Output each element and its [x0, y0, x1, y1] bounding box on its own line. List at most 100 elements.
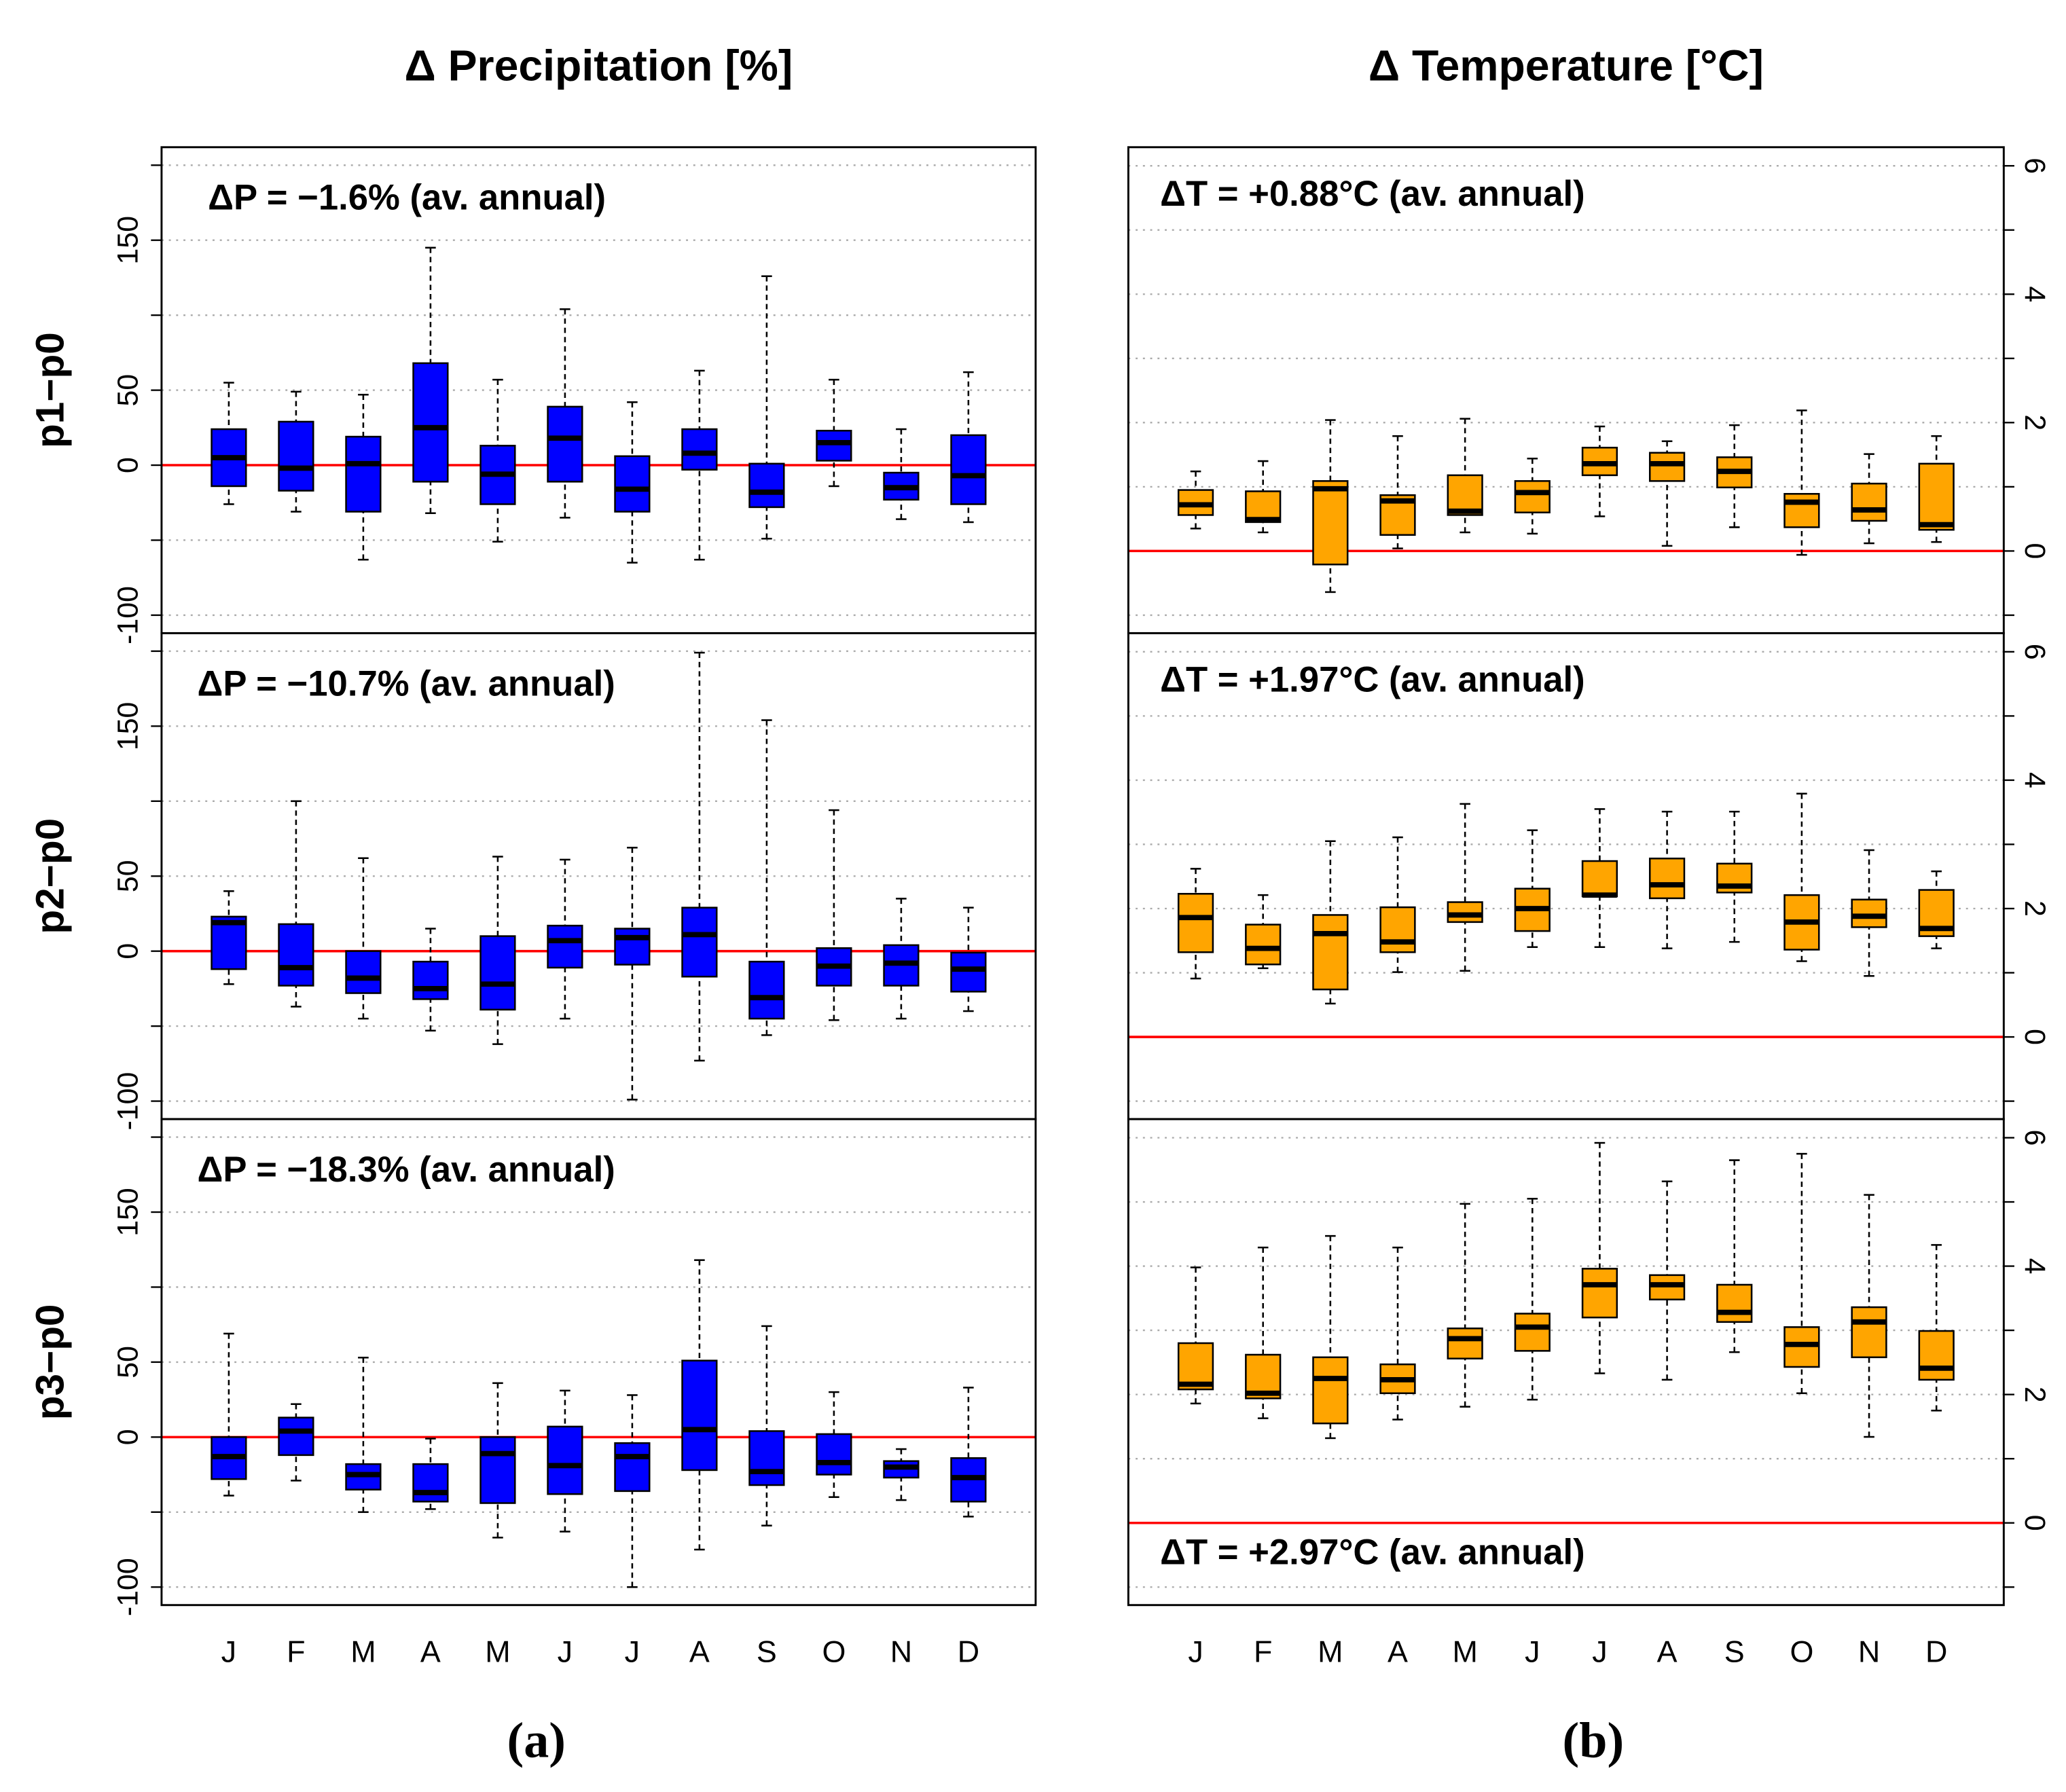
x-tick-label: S	[1724, 1634, 1745, 1669]
panel-frame	[1127, 146, 2005, 634]
x-tick-label: N	[890, 1634, 912, 1669]
y-tick-label: 150	[111, 1188, 144, 1237]
y-tick-label: 2	[2018, 414, 2051, 431]
box	[1447, 901, 1483, 924]
x-tick-label: J	[221, 1634, 236, 1669]
box	[1447, 474, 1483, 516]
y-tick-label: 2	[2018, 900, 2051, 917]
row-label: p2−p0	[28, 818, 72, 934]
annotation: ΔP = −1.6% (av. annual)	[208, 178, 606, 218]
box	[1851, 482, 1887, 522]
y-tick-label: -100	[111, 586, 144, 644]
y-tick-label: 2	[2018, 1387, 2051, 1403]
panel-frame	[1127, 632, 2005, 1120]
y-tick-label: 150	[111, 216, 144, 265]
box	[1716, 1283, 1753, 1323]
box	[1514, 1313, 1551, 1352]
x-tick-label: J	[1188, 1634, 1203, 1669]
x-tick-label: M	[485, 1634, 510, 1669]
y-tick-label: 6	[2018, 158, 2051, 174]
panel-frame	[160, 1118, 1037, 1607]
box	[950, 434, 987, 505]
annotation: ΔP = −10.7% (av. annual)	[198, 663, 615, 703]
box	[1648, 857, 1686, 900]
x-tick-label: J	[1592, 1634, 1607, 1669]
box	[278, 420, 314, 492]
box	[211, 915, 247, 970]
box	[547, 1425, 583, 1495]
box	[1379, 906, 1416, 953]
x-tick-label: F	[1254, 1634, 1272, 1669]
box	[950, 951, 987, 993]
y-tick-label: 0	[111, 457, 144, 473]
box	[479, 1436, 516, 1504]
y-tick-label: 50	[111, 860, 144, 892]
y-tick-label: 4	[2018, 1258, 2051, 1275]
panel-label: (b)	[1563, 1713, 1625, 1768]
box	[681, 907, 718, 978]
box	[816, 1433, 852, 1476]
x-tick-label: A	[689, 1634, 710, 1669]
box	[1783, 493, 1820, 528]
x-tick-label: O	[1790, 1634, 1813, 1669]
box	[412, 960, 449, 1000]
box	[547, 924, 583, 969]
box	[614, 928, 651, 966]
box	[1514, 480, 1551, 513]
y-tick-label: 4	[2018, 772, 2051, 788]
box	[1177, 892, 1214, 953]
box	[1581, 1268, 1618, 1319]
x-tick-label: M	[350, 1634, 376, 1669]
box	[1312, 480, 1349, 566]
y-tick-label: 6	[2018, 644, 2051, 660]
x-tick-label: J	[625, 1634, 640, 1669]
box	[681, 428, 718, 471]
y-tick-label: -100	[111, 1558, 144, 1616]
panel-label: (a)	[507, 1713, 566, 1768]
x-tick-label: A	[1388, 1634, 1408, 1669]
y-tick-label: 0	[2018, 1515, 2051, 1531]
x-tick-label: D	[1925, 1634, 1947, 1669]
box	[816, 429, 852, 462]
box	[1447, 1328, 1483, 1359]
box	[1918, 1330, 1955, 1381]
y-tick-label: 50	[111, 374, 144, 407]
y-tick-label: 0	[2018, 543, 2051, 559]
box	[547, 405, 583, 483]
x-tick-label: O	[822, 1634, 846, 1669]
box	[1312, 1356, 1349, 1425]
x-tick-label: A	[420, 1634, 441, 1669]
box	[345, 950, 382, 994]
box	[1648, 452, 1686, 482]
y-tick-label: 0	[111, 943, 144, 959]
column-title: Δ Precipitation [%]	[405, 41, 793, 90]
box	[479, 935, 516, 1011]
y-tick-label: -100	[111, 1072, 144, 1131]
x-tick-label: M	[1452, 1634, 1477, 1669]
box	[1245, 924, 1282, 966]
panel-frame	[1127, 1118, 2005, 1607]
box	[748, 462, 785, 509]
x-tick-label: D	[958, 1634, 979, 1669]
box	[681, 1359, 718, 1471]
box	[1851, 898, 1887, 928]
annotation: ΔT = +0.88°C (av. annual)	[1160, 174, 1584, 214]
box	[278, 923, 314, 987]
x-tick-label: N	[1858, 1634, 1880, 1669]
x-tick-label: A	[1657, 1634, 1678, 1669]
y-tick-label: 0	[2018, 1029, 2051, 1045]
row-label: p3−p0	[28, 1304, 72, 1421]
box	[614, 455, 651, 513]
annotation: ΔT = +2.97°C (av. annual)	[1160, 1533, 1584, 1573]
box	[748, 1430, 785, 1486]
x-tick-label: M	[1318, 1634, 1343, 1669]
x-tick-label: S	[757, 1634, 777, 1669]
box	[748, 960, 785, 1020]
x-tick-label: J	[558, 1634, 573, 1669]
box	[412, 1463, 449, 1503]
box	[1312, 914, 1349, 991]
y-tick-label: 0	[111, 1429, 144, 1445]
x-tick-label: J	[1525, 1634, 1540, 1669]
x-tick-label: F	[287, 1634, 305, 1669]
